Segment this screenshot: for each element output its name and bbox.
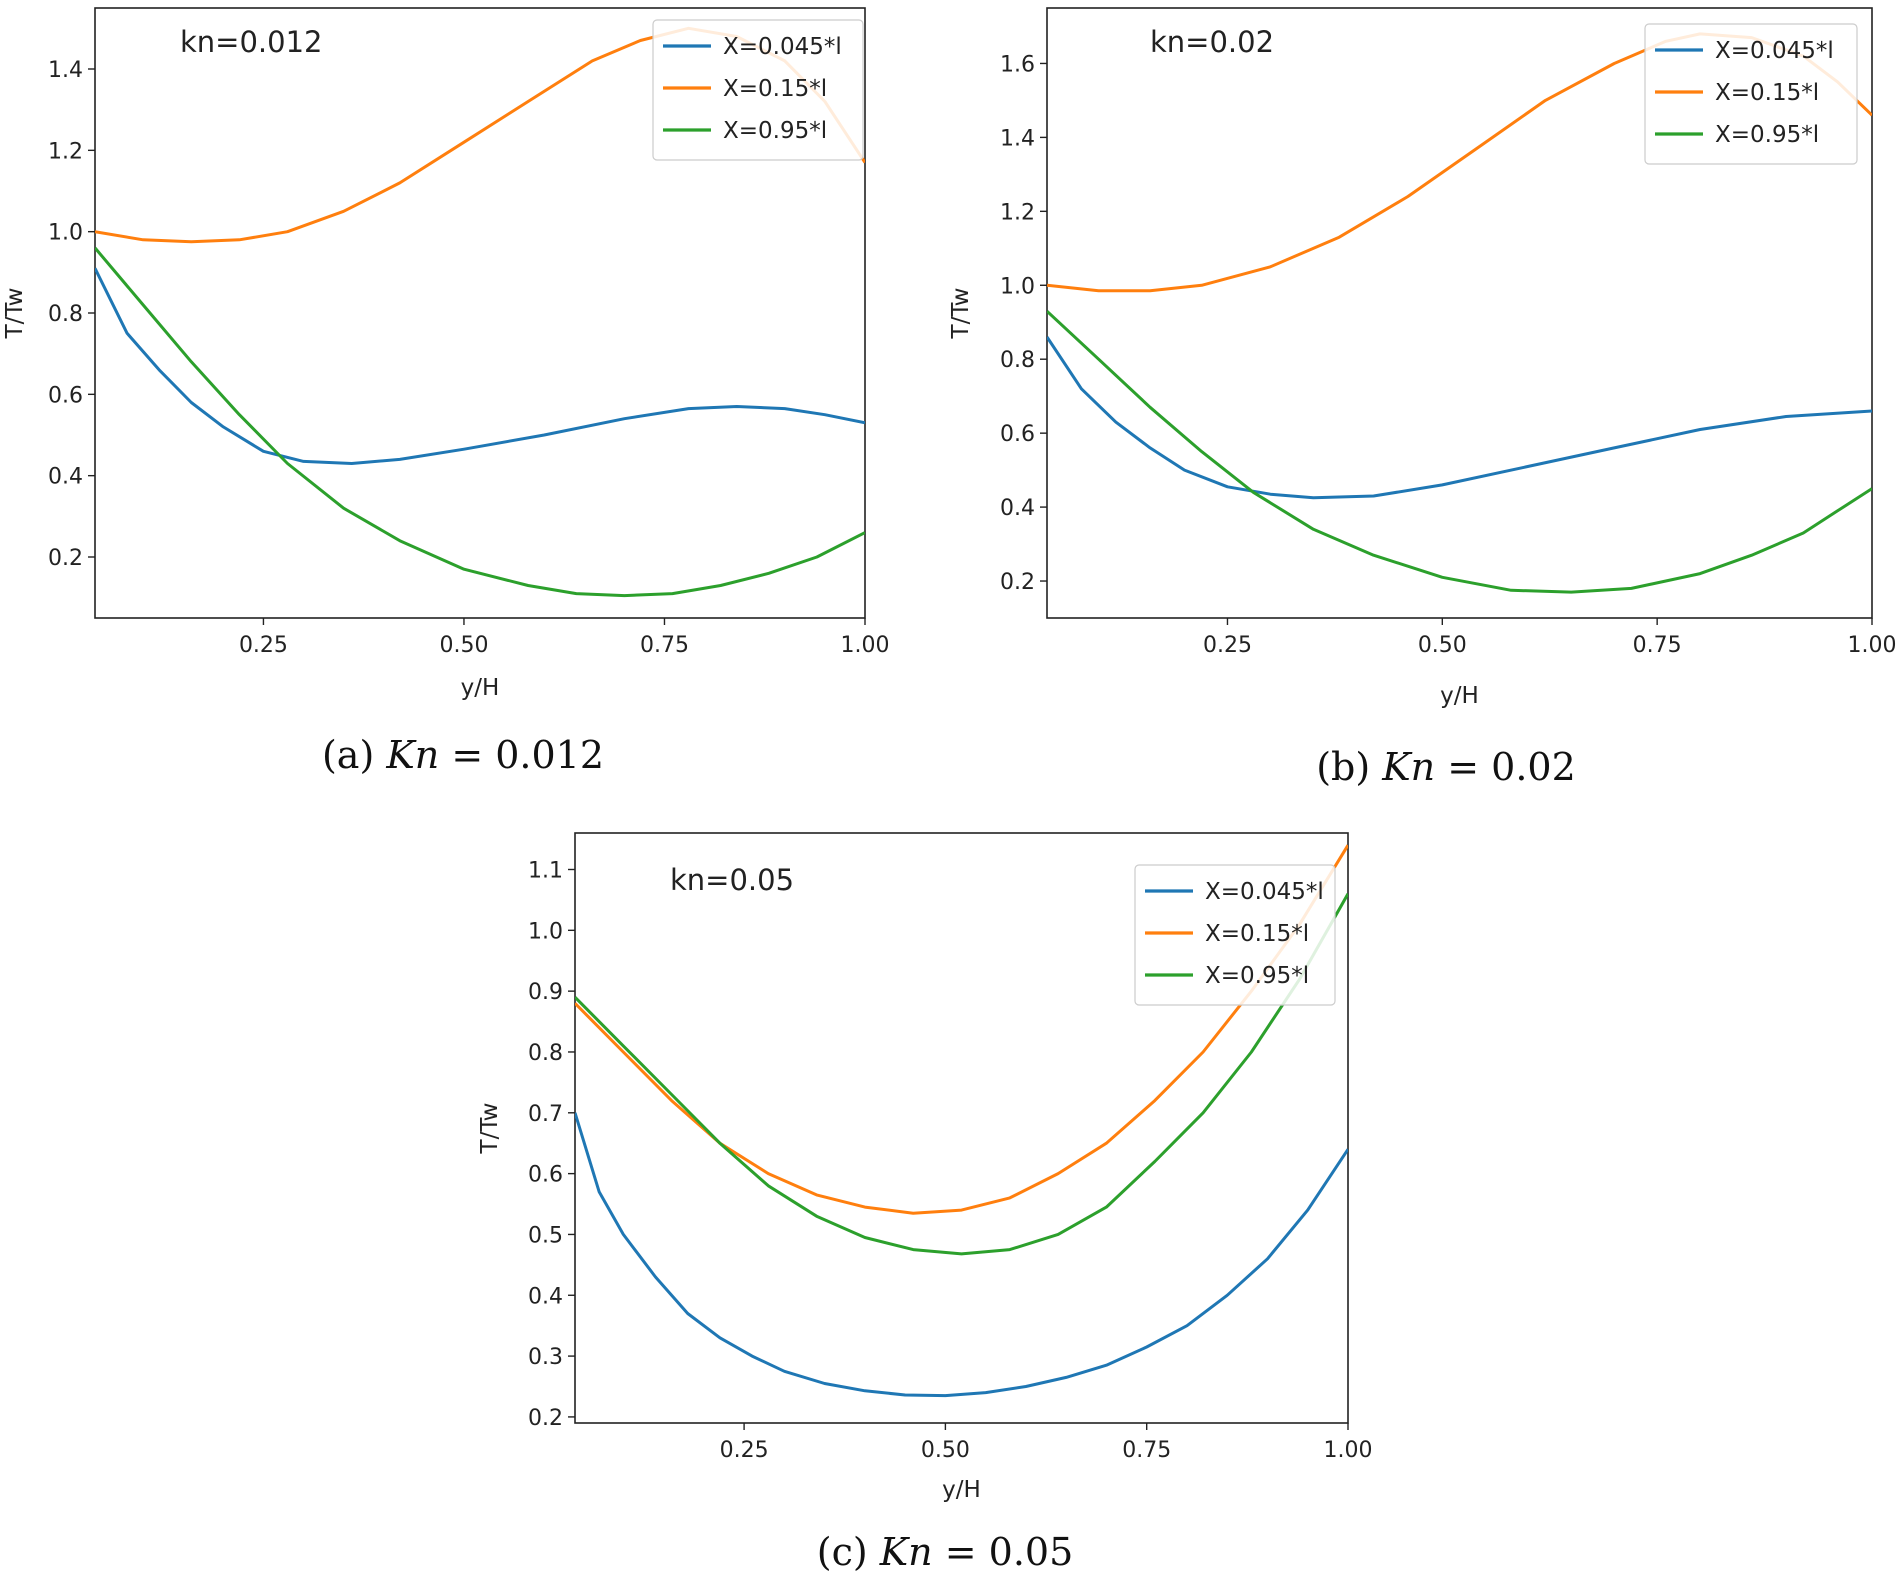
panel-c-xtick-label: 0.25 [720, 1438, 769, 1463]
panel-c-ytick-label: 0.4 [528, 1284, 563, 1309]
panel-c-xtick-label: 0.75 [1122, 1438, 1171, 1463]
panel-c-ytick-label: 1.1 [528, 858, 563, 883]
panel-c-ytick-label: 0.3 [528, 1345, 563, 1370]
panel-a-legend: X=0.045*l X=0.15*l X=0.95*l [652, 19, 864, 161]
panel-b-xtick-label: 0.25 [1203, 633, 1252, 658]
panel-c-legend-box [1134, 864, 1336, 1006]
panel-b-ytick-label: 1.6 [1000, 52, 1035, 77]
panel-c-ytick-label: 0.5 [528, 1223, 563, 1248]
panel-a-xtick-label: 0.25 [239, 633, 288, 658]
panel-a-caption: (a) Kn = 0.012 [322, 733, 604, 777]
panel-b-ytick-label: 1.2 [1000, 200, 1035, 225]
panel-b-series-x-0-95-l [1047, 310, 1872, 594]
panel-c-xtick-label: 1.00 [1324, 1438, 1373, 1463]
panel-c-ylabel: T/Tw [477, 1103, 503, 1155]
panel-a-ytick-label: 0.8 [48, 302, 83, 327]
panel-c-legend-label: X=0.045*l [1205, 879, 1324, 905]
panel-b-ytick-label: 1.4 [1000, 126, 1035, 151]
panel-c-annotation: kn=0.05 [670, 863, 794, 897]
panel-c-series-x-0-95-l [575, 893, 1348, 1256]
panel-b-ytick-label: 0.8 [1000, 348, 1035, 373]
panel-a-series-x-0-95-l [95, 246, 865, 598]
panel-a-ytick-label: 1.2 [48, 139, 83, 164]
panel-b-ytick-label: 0.2 [1000, 570, 1035, 595]
panel-c-caption: (c) Kn = 0.05 [817, 1530, 1074, 1574]
panel-a-xtick-label: 0.50 [439, 633, 488, 658]
panel-a-legend-label: X=0.045*l [723, 34, 842, 60]
panel-b-legend-label: X=0.95*l [1715, 122, 1819, 148]
panel-a-ytick-label: 1.0 [48, 221, 83, 246]
panel-c-ytick-label: 0.7 [528, 1102, 563, 1127]
panel-b-annotation: kn=0.02 [1150, 25, 1274, 59]
panel-c-legend-label: X=0.15*l [1205, 921, 1309, 947]
panel-c-series-x-0-045-l [575, 1112, 1348, 1398]
panel-c-ytick-label: 1.0 [528, 919, 563, 944]
panel-c-ytick-label: 0.8 [528, 1041, 563, 1066]
panel-c-ytick-label: 0.6 [528, 1163, 563, 1188]
panel-b-xlabel: y/H [1440, 683, 1479, 709]
panel-a-ytick-label: 0.2 [48, 546, 83, 571]
panel-c-ytick-label: 0.2 [528, 1406, 563, 1431]
panel-a-series-x-0-045-l [95, 267, 865, 465]
panel-a-ylabel: T/Tw [2, 288, 28, 340]
panel-b-legend-label: X=0.045*l [1715, 38, 1834, 64]
panel-a-xlabel: y/H [461, 675, 500, 701]
panel-b-legend-label: X=0.15*l [1715, 80, 1819, 106]
panel-b: 0.25 0.50 0.75 1.00 0.2 0.4 0.6 0.8 1.0 1.2 1.4 1.6… [948, 7, 1897, 789]
panel-b-xtick-label: 1.00 [1848, 633, 1897, 658]
panel-b-caption: (b) Kn = 0.02 [1316, 745, 1576, 789]
panel-a-legend-label: X=0.95*l [723, 118, 827, 144]
panel-c-ytick-label: 0.9 [528, 980, 563, 1005]
panel-a-legend-box [652, 19, 864, 161]
panel-c-legend: X=0.045*l X=0.15*l X=0.95*l [1134, 864, 1336, 1006]
panel-b-ytick-label: 1.0 [1000, 274, 1035, 299]
panel-b-legend: X=0.045*l X=0.15*l X=0.95*l [1644, 23, 1858, 165]
panel-a-annotation: kn=0.012 [180, 25, 323, 59]
panel-a: 0.25 0.50 0.75 1.00 0.2 0.4 0.6 0.8 1.0 1.2 1.4 kn=… [2, 7, 890, 777]
panel-a-legend-label: X=0.15*l [723, 76, 827, 102]
panel-b-xtick-label: 0.50 [1418, 633, 1467, 658]
panel-b-ytick-label: 0.4 [1000, 496, 1035, 521]
panel-a-xtick-label: 0.75 [640, 633, 689, 658]
panel-a-ytick-label: 1.4 [48, 58, 83, 83]
panel-c-xtick-label: 0.50 [921, 1438, 970, 1463]
panel-b-ytick-label: 0.6 [1000, 422, 1035, 447]
panel-c: 0.25 0.50 0.75 1.00 0.2 0.3 0.4 0.5 0.6 0.7 0.8 0.9… [477, 832, 1373, 1574]
panel-b-ylabel: T/Tw [948, 288, 974, 340]
panel-a-xtick-label: 1.00 [841, 633, 890, 658]
panel-c-legend-label: X=0.95*l [1205, 963, 1309, 989]
panel-b-legend-box [1644, 23, 1858, 165]
panel-b-xtick-label: 0.75 [1633, 633, 1682, 658]
panel-b-series-x-0-045-l [1047, 336, 1872, 500]
panel-a-ytick-label: 0.6 [48, 383, 83, 408]
panel-c-xlabel: y/H [942, 1477, 981, 1503]
panel-a-ytick-label: 0.4 [48, 465, 83, 490]
